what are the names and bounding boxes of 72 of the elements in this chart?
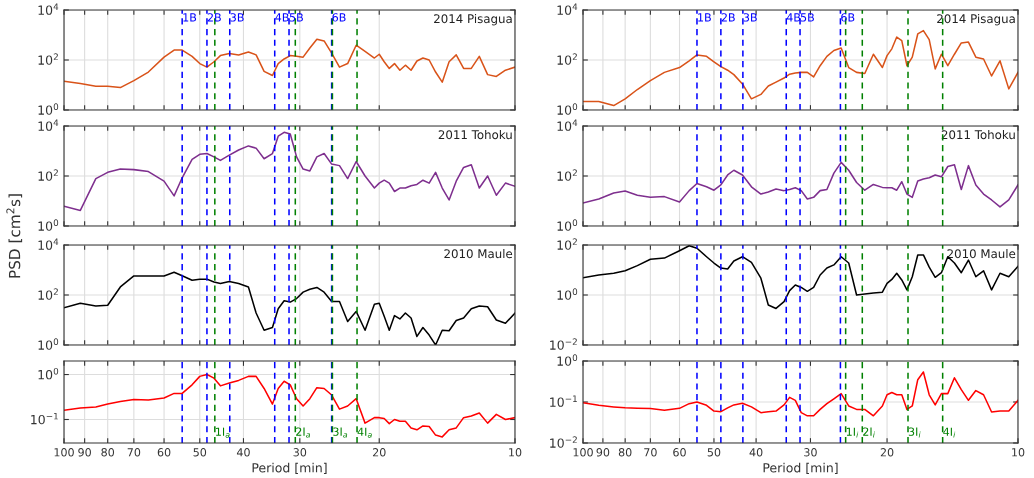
y-tick-label: 10$^{0}$ — [38, 338, 59, 350]
y-tick-label: 10$^{−2}$ — [550, 436, 577, 448]
y-tick-label: 10$^{0}$ — [38, 367, 59, 380]
chart-title: 2011 Tohoku — [941, 130, 1015, 140]
x-axis-title: Period [min] — [252, 462, 327, 474]
y-axis-title: PSD [cm$^{2}$s] — [6, 194, 23, 278]
ref-line-label: 1I$_{a}$ — [216, 427, 230, 438]
x-tick-label: 40 — [236, 448, 250, 457]
y-tick-label: 10$^{2}$ — [38, 53, 58, 65]
ref-line-label: 4B — [275, 13, 289, 22]
ref-line-label: 6B — [841, 13, 855, 22]
ref-line-label: 2B — [721, 13, 735, 22]
x-tick-label: 80 — [618, 448, 632, 457]
y-tick-label: 10$^{4}$ — [38, 119, 59, 131]
y-tick-label: 10$^{2}$ — [38, 288, 58, 300]
y-tick-label: 10$^{2}$ — [557, 53, 577, 65]
y-tick-label: 10$^{2}$ — [557, 169, 577, 181]
ref-line-label: 1I$_{i}$ — [846, 427, 859, 438]
ref-line-label: 5B — [289, 13, 303, 22]
ref-line-label: 6B — [332, 13, 346, 22]
x-tick-label: 60 — [673, 448, 686, 457]
y-tick-label: 10$^{0}$ — [38, 103, 59, 115]
ref-line-label: 1B — [183, 13, 197, 22]
ref-line-label: 3I$_{a}$ — [333, 427, 348, 438]
x-tick-label: 80 — [101, 448, 115, 457]
y-tick-label: 10$^{0}$ — [557, 354, 578, 366]
y-tick-label: 10$^{2}$ — [38, 169, 58, 181]
y-tick-label: 10$^{0}$ — [557, 288, 578, 300]
ref-line-label: 3B — [743, 13, 757, 22]
ref-line-label: 3B — [230, 13, 244, 22]
ref-line-label: 5B — [800, 13, 814, 22]
ref-line-label: 3I$_{i}$ — [908, 427, 921, 438]
y-tick-label: 10$^{−1}$ — [550, 395, 577, 407]
x-tick-label: 90 — [78, 448, 91, 457]
x-axis-title: Period [min] — [763, 462, 838, 474]
chart-title: 2014 Pisagua — [937, 14, 1015, 26]
x-tick-label: 30 — [804, 448, 817, 457]
y-tick-label: 10$^{2}$ — [557, 238, 577, 250]
y-tick-label: 10$^{−2}$ — [550, 338, 577, 350]
x-tick-label: 10 — [1012, 448, 1025, 457]
x-tick-label: 10 — [509, 448, 522, 457]
y-tick-label: 10$^{0}$ — [557, 219, 578, 231]
y-tick-label: 10$^{4}$ — [38, 3, 59, 15]
y-tick-label: 10$^{4}$ — [557, 119, 578, 131]
ref-line-label: 4I$_{i}$ — [943, 427, 956, 438]
ref-line-label: 2I$_{i}$ — [863, 427, 875, 438]
x-tick-label: 30 — [293, 448, 307, 457]
x-tick-label: 50 — [193, 448, 207, 457]
x-tick-label: 90 — [596, 448, 610, 457]
x-tick-label: 70 — [127, 448, 141, 457]
x-tick-label: 100 — [573, 448, 593, 457]
chart-title: 2010 Maule — [444, 249, 513, 259]
ref-line-label: 4B — [786, 13, 801, 22]
x-tick-label: 60 — [157, 448, 171, 457]
chart-title: 2014 Pisagua — [434, 14, 512, 26]
y-tick-label: 10$^{−1}$ — [31, 412, 58, 425]
chart-title: 2010 Maule — [947, 249, 1016, 259]
x-tick-label: 70 — [644, 448, 657, 457]
x-tick-label: 20 — [880, 448, 894, 457]
x-tick-label: 100 — [54, 448, 74, 457]
ref-line-label: 2B — [207, 13, 221, 22]
ref-line-label: 4I$_{a}$ — [357, 427, 372, 438]
ref-line-label: 2I$_{a}$ — [296, 427, 311, 438]
x-tick-label: 20 — [372, 448, 386, 457]
y-tick-label: 10$^{0}$ — [557, 103, 578, 115]
y-tick-label: 10$^{4}$ — [38, 238, 59, 250]
chart-title: 2011 Tohoku — [438, 130, 512, 140]
ref-line-label: 1B — [698, 13, 711, 22]
y-tick-label: 10$^{4}$ — [557, 3, 578, 15]
y-tick-label: 10$^{0}$ — [38, 219, 59, 231]
x-tick-label: 40 — [749, 448, 763, 457]
x-tick-label: 50 — [707, 448, 721, 457]
